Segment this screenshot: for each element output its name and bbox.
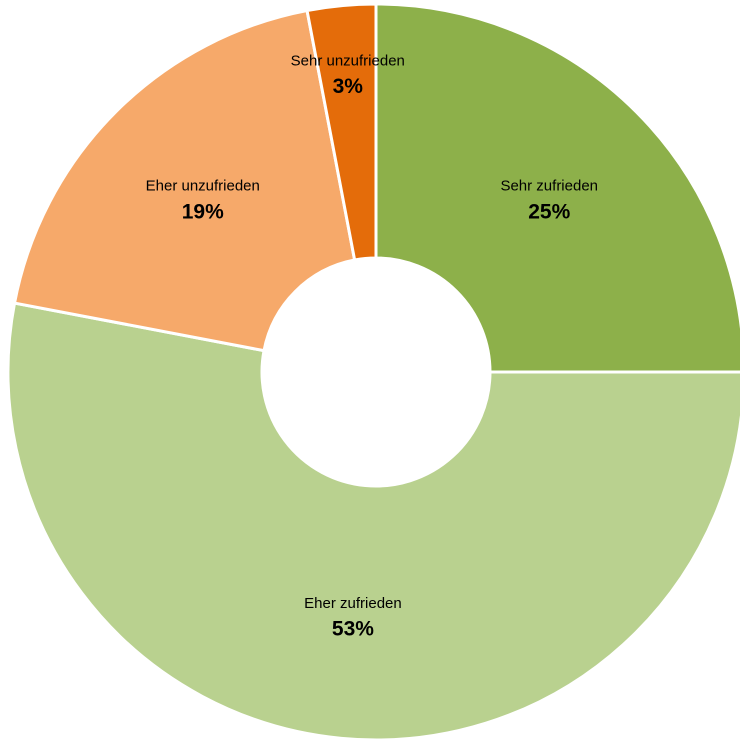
slice-value-label: 25% — [528, 200, 570, 223]
slice-value-label: 3% — [333, 75, 364, 98]
slice-value-label: 53% — [332, 617, 374, 640]
donut-slice — [6, 301, 740, 742]
donut-slice — [305, 2, 378, 262]
donut-slice — [12, 8, 357, 353]
donut-slice — [374, 2, 740, 374]
slice-category-label: Eher unzufrieden — [146, 178, 260, 195]
slice-category-label: Sehr unzufrieden — [291, 52, 405, 69]
slice-value-label: 19% — [182, 200, 224, 223]
slice-category-label: Sehr zufrieden — [500, 178, 598, 195]
slice-category-label: Eher zufrieden — [304, 595, 402, 612]
